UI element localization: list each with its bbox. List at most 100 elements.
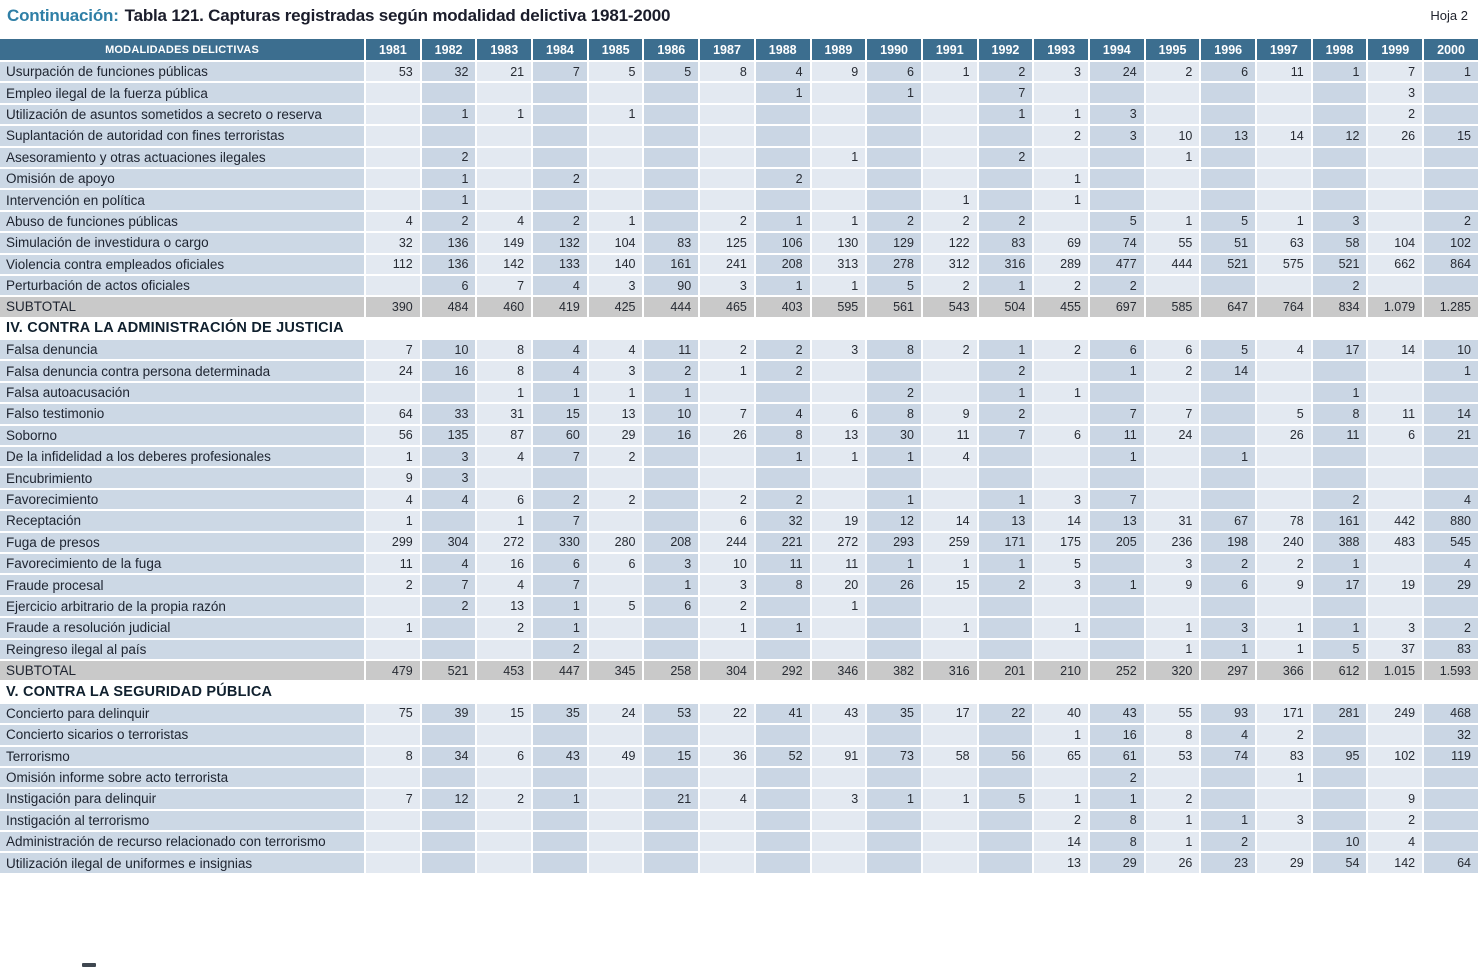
value-cell [753,725,810,747]
value-cell: 5 [586,62,643,84]
value-cell: 1 [698,361,754,383]
value-cell: 4 [1422,553,1478,576]
value-cell [642,639,699,661]
value-cell: 5 [1199,211,1256,234]
row-label: Concierto para delinquir [0,703,365,726]
value-cell: 5 [1199,340,1256,362]
value-cell [364,767,420,790]
column-header-modalidades: MODALIDADES DELICTIVAS [0,39,365,62]
value-cell: 63 [1255,233,1311,255]
value-cell: 171 [976,532,1033,554]
value-cell [753,468,810,490]
section-header-row: IV. CONTRA LA ADMINISTRACIÓN DE JUSTICIA [0,318,1478,341]
value-cell: 208 [642,532,699,554]
value-cell: 8 [865,404,921,426]
value-cell: 455 [1032,297,1088,319]
value-cell [698,104,754,127]
value-cell: 73 [865,746,921,768]
value-cell: 7 [364,789,420,811]
value-cell [1143,767,1200,790]
value-cell [809,168,866,191]
value-cell: 3 [809,340,866,362]
value-cell: 7 [531,447,587,469]
sheet-number: Hoja 2 [1430,8,1468,23]
row-label: Utilización ilegal de uniformes e insign… [0,853,365,875]
value-cell: 3 [1032,575,1088,597]
value-cell: 11 [753,553,810,576]
value-cell [753,853,810,875]
value-cell [1255,447,1311,469]
value-cell: 21 [1422,425,1478,448]
value-cell: 3 [419,468,476,490]
year-header-2000: 2000 [1422,39,1478,62]
value-cell: 15 [642,746,699,768]
value-cell: 142 [1366,853,1423,875]
value-cell [1366,147,1423,169]
value-cell: 447 [531,660,587,683]
value-cell: 1 [753,447,810,469]
value-cell [1199,404,1256,426]
year-header-1983: 1983 [475,39,532,62]
row-label: Fuga de presos [0,532,365,554]
value-cell: 2 [976,575,1033,597]
value-cell: 1 [1087,447,1144,469]
row-label: Favorecimiento de la fuga [0,553,365,576]
value-cell: 388 [1310,532,1367,554]
value-cell: 2 [1310,275,1367,298]
value-cell [1422,767,1478,790]
value-cell [1199,489,1256,512]
value-cell: 468 [1422,703,1478,726]
value-cell: 258 [642,660,699,683]
value-cell: 3 [1366,83,1423,105]
value-cell: 2 [531,211,587,234]
table-row: Omisión de apoyo 1 2 2 1 [0,168,1478,191]
value-cell: 2 [976,361,1033,383]
value-cell [1255,275,1311,298]
value-cell: 2 [976,211,1033,234]
row-label: Violencia contra empleados oficiales [0,254,365,276]
value-cell: 112 [364,254,420,276]
value-cell: 1 [1143,810,1200,833]
table-row: Fraude procesal 2 7 4 7 1 3 8 20 26 15 2 3 1 9 6 9 17 19 29 [0,575,1478,597]
value-cell: 32 [1422,725,1478,747]
value-cell: 2 [1310,489,1367,512]
value-cell [753,190,810,212]
row-label: Usurpación de funciones públicas [0,62,365,84]
value-cell: 5 [642,62,699,84]
value-cell: 14 [1032,832,1088,854]
value-cell [1310,767,1367,790]
value-cell: 83 [1255,746,1311,768]
value-cell: 1 [1087,575,1144,597]
value-cell [976,767,1033,790]
value-cell: 1 [1255,618,1311,640]
value-cell [586,639,643,661]
value-cell: 304 [698,660,754,683]
value-cell: 1 [1255,767,1311,790]
table-row: Instigación para delinquir 7 12 2 1 21 4 3 1 1 5 1 1… [0,789,1478,811]
value-cell: 1 [1032,618,1088,640]
value-cell: 40 [1032,703,1088,726]
value-cell: 1 [1422,62,1478,84]
value-cell: 4 [698,789,754,811]
value-cell: 292 [753,660,810,683]
value-cell: 69 [1032,233,1088,255]
value-cell: 7 [1143,404,1200,426]
value-cell: 1 [753,275,810,298]
value-cell: 33 [419,404,476,426]
value-cell [1366,190,1423,212]
value-cell [1032,211,1088,234]
value-cell [642,767,699,790]
value-cell: 1 [865,553,921,576]
value-cell: 2 [1143,789,1200,811]
value-cell [1422,832,1478,854]
value-cell: 521 [1199,254,1256,276]
value-cell [364,853,420,875]
value-cell [1087,382,1144,405]
value-cell: 22 [698,703,754,726]
value-cell: 1 [1143,211,1200,234]
value-cell [586,147,643,169]
value-cell: 53 [642,703,699,726]
value-cell: 106 [753,233,810,255]
value-cell: 7 [1087,404,1144,426]
value-cell: 26 [698,425,754,448]
